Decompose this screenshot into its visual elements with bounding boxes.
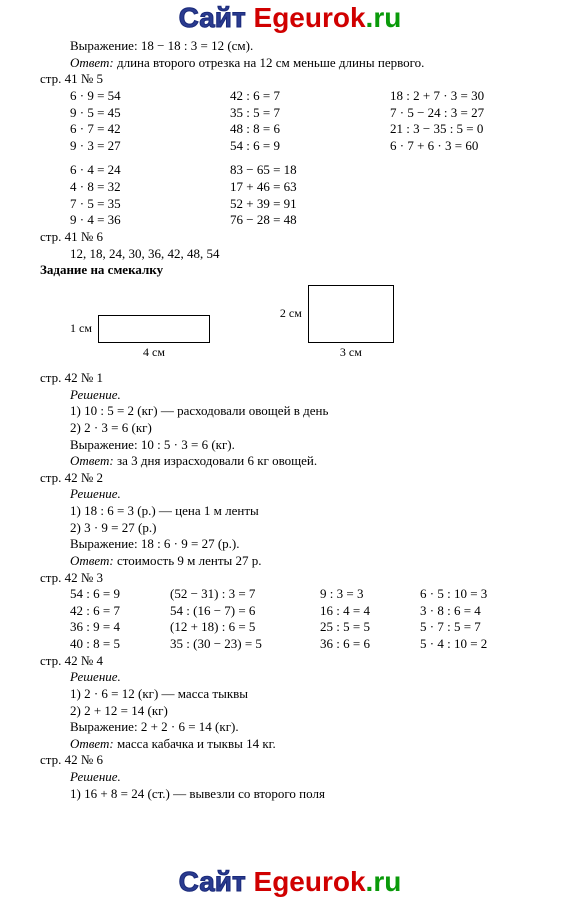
eq: 7 · 5 − 24 : 3 = 27 bbox=[390, 105, 580, 122]
eq: 76 − 28 = 48 bbox=[230, 212, 390, 229]
wm-tld: .ru bbox=[366, 866, 402, 897]
resh-label: Решение. bbox=[70, 387, 560, 404]
eq: 35 : 5 = 7 bbox=[230, 105, 390, 122]
eq: 7 · 5 = 35 bbox=[70, 196, 230, 213]
step: 1) 10 : 5 = 2 (кг) — расходовали овощей … bbox=[70, 403, 560, 420]
eq: 6 · 7 = 42 bbox=[70, 121, 230, 138]
watermark-bottom: Сайт Egeurok.ru bbox=[179, 866, 402, 898]
eq: 17 + 46 = 63 bbox=[230, 179, 390, 196]
eq: 54 : 6 = 9 bbox=[70, 586, 170, 603]
section-p42-4: стр. 42 № 4 bbox=[40, 653, 560, 670]
eq: 83 − 65 = 18 bbox=[230, 162, 390, 179]
section-p41-6: стр. 41 № 6 bbox=[40, 229, 560, 246]
step: 1) 18 : 6 = 3 (р.) — цена 1 м ленты bbox=[70, 503, 560, 520]
wm-prefix: Сайт bbox=[179, 2, 254, 33]
eq: 5 · 4 : 10 = 2 bbox=[420, 636, 540, 653]
expression: Выражение: 2 + 2 · 6 = 14 (кг). bbox=[70, 719, 560, 736]
rect1-w-label: 4 см bbox=[98, 345, 210, 360]
eq: 16 : 4 = 4 bbox=[320, 603, 420, 620]
step: 2) 2 + 12 = 14 (кг) bbox=[70, 703, 560, 720]
eq: 5 · 7 : 5 = 7 bbox=[420, 619, 540, 636]
eq: 9 : 3 = 3 bbox=[320, 586, 420, 603]
eq: 48 : 8 = 6 bbox=[230, 121, 390, 138]
answer: Ответ: за 3 дня израсходовали 6 кг овоще… bbox=[70, 453, 560, 470]
section-p42-2: стр. 42 № 2 bbox=[40, 470, 560, 487]
rectangles-figure: 1 см 4 см 2 см 3 см bbox=[70, 285, 560, 360]
step: 2) 2 · 3 = 6 (кг) bbox=[70, 420, 560, 437]
eq: 25 : 5 = 5 bbox=[320, 619, 420, 636]
expression: Выражение: 10 : 5 · 3 = 6 (кг). bbox=[70, 437, 560, 454]
eq: 9 · 3 = 27 bbox=[70, 138, 230, 155]
top-expression: Выражение: 18 − 18 : 3 = 12 (см). bbox=[70, 38, 560, 55]
eq: 9 · 4 = 36 bbox=[70, 212, 230, 229]
step: 1) 2 · 6 = 12 (кг) — масса тыквы bbox=[70, 686, 560, 703]
expression: Выражение: 18 : 6 · 9 = 27 (р.). bbox=[70, 536, 560, 553]
eq: (52 − 31) : 3 = 7 bbox=[170, 586, 320, 603]
eq: 6 · 9 = 54 bbox=[70, 88, 230, 105]
eq: 9 · 5 = 45 bbox=[70, 105, 230, 122]
p41-6-line: 12, 18, 24, 30, 36, 42, 48, 54 bbox=[40, 246, 560, 263]
section-p42-6: стр. 42 № 6 bbox=[40, 752, 560, 769]
rect2-w-label: 3 см bbox=[308, 345, 394, 360]
resh-label: Решение. bbox=[70, 486, 560, 503]
resh-label: Решение. bbox=[70, 769, 560, 786]
eq: 35 : (30 − 23) = 5 bbox=[170, 636, 320, 653]
document-content: Выражение: 18 − 18 : 3 = 12 (см). Ответ:… bbox=[0, 0, 580, 840]
eq: 6 · 4 = 24 bbox=[70, 162, 230, 179]
top-answer: Ответ: длина второго отрезка на 12 см ме… bbox=[70, 55, 560, 72]
eq: 3 · 8 : 6 = 4 bbox=[420, 603, 540, 620]
section-smekalka: Задание на смекалку bbox=[40, 262, 560, 279]
section-p42-3: стр. 42 № 3 bbox=[40, 570, 560, 587]
rect1-h-label: 1 см bbox=[70, 321, 92, 336]
answer: Ответ: стоимость 9 м ленты 27 р. bbox=[70, 553, 560, 570]
eq: 4 · 8 = 32 bbox=[70, 179, 230, 196]
wm-domain: Egeurok bbox=[254, 866, 366, 897]
eq: 40 : 8 = 5 bbox=[70, 636, 170, 653]
eq: 6 · 5 : 10 = 3 bbox=[420, 586, 540, 603]
answer: Ответ: масса кабачка и тыквы 14 кг. bbox=[70, 736, 560, 753]
eq: 52 + 39 = 91 bbox=[230, 196, 390, 213]
rectangle-2 bbox=[308, 285, 394, 343]
rectangle-1 bbox=[98, 315, 210, 343]
eq: 36 : 9 = 4 bbox=[70, 619, 170, 636]
wm-prefix: Сайт bbox=[179, 866, 254, 897]
rect2-h-label: 2 см bbox=[280, 306, 302, 321]
section-p42-1: стр. 42 № 1 bbox=[40, 370, 560, 387]
watermark-top: Сайт Egeurok.ru bbox=[179, 2, 402, 34]
eq: (12 + 18) : 6 = 5 bbox=[170, 619, 320, 636]
eq: 21 : 3 − 35 : 5 = 0 bbox=[390, 121, 580, 138]
eq: 42 : 6 = 7 bbox=[230, 88, 390, 105]
eq: 54 : (16 − 7) = 6 bbox=[170, 603, 320, 620]
wm-tld: .ru bbox=[366, 2, 402, 33]
eq: 36 : 6 = 6 bbox=[320, 636, 420, 653]
eq: 42 : 6 = 7 bbox=[70, 603, 170, 620]
eq: 54 : 6 = 9 bbox=[230, 138, 390, 155]
step: 1) 16 + 8 = 24 (ст.) — вывезли со второг… bbox=[70, 786, 560, 803]
eq: 6 · 7 + 6 · 3 = 60 bbox=[390, 138, 580, 155]
wm-domain: Egeurok bbox=[254, 2, 366, 33]
eq: 18 : 2 + 7 · 3 = 30 bbox=[390, 88, 580, 105]
resh-label: Решение. bbox=[70, 669, 560, 686]
step: 2) 3 · 9 = 27 (р.) bbox=[70, 520, 560, 537]
section-p41-5: стр. 41 № 5 bbox=[40, 71, 560, 88]
